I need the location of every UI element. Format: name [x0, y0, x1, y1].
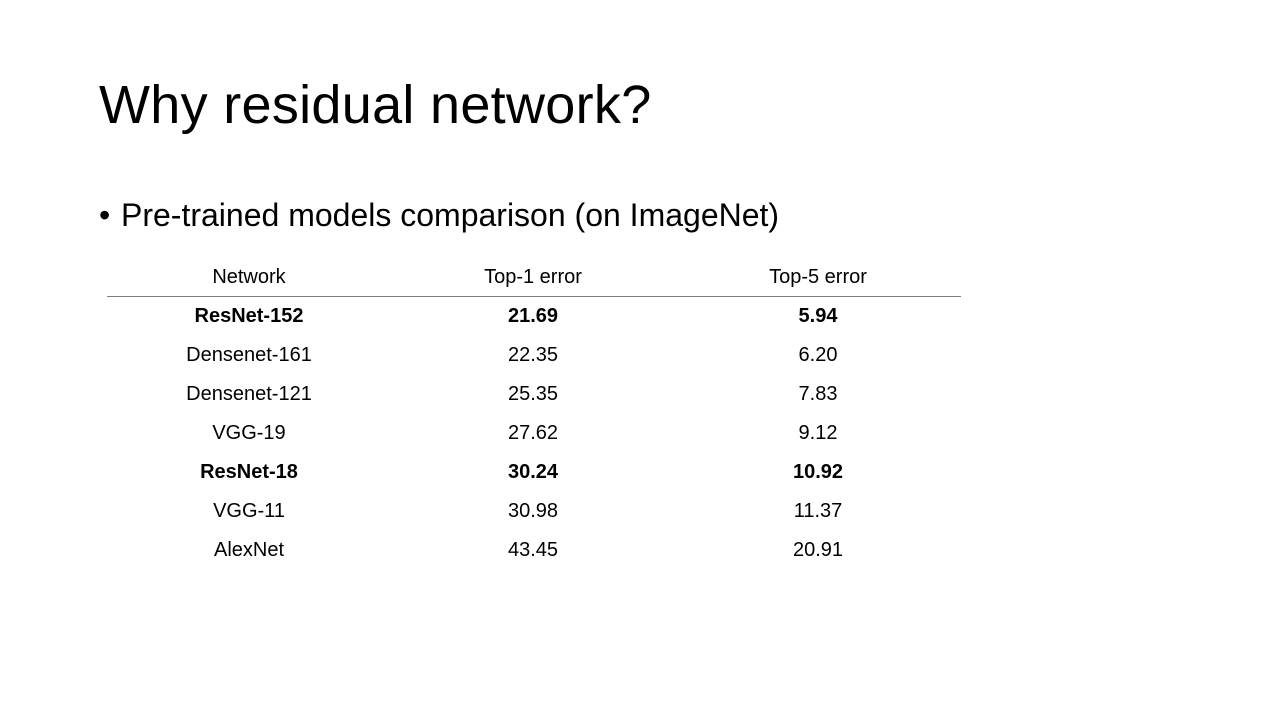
cell-network: VGG-11: [213, 500, 285, 522]
bullet-item: • Pre-trained models comparison (on Image…: [99, 194, 779, 236]
table-row: ResNet-152 21.69 5.94: [107, 297, 961, 337]
cell-network: AlexNet: [213, 539, 285, 561]
cell-top1: 21.69: [507, 305, 559, 327]
comparison-table: Network Top-1 error Top-5 error ResNet-1…: [107, 258, 961, 570]
table-row: VGG-19 27.62 9.12: [107, 414, 961, 453]
comparison-table-wrap: Network Top-1 error Top-5 error ResNet-1…: [107, 258, 961, 570]
cell-top1: 43.45: [507, 539, 559, 561]
slide-title: Why residual network?: [99, 75, 652, 135]
cell-top5: 7.83: [798, 383, 838, 405]
cell-top1: 30.98: [507, 500, 559, 522]
cell-top5: 5.94: [798, 305, 838, 327]
table-row: AlexNet 43.45 20.91: [107, 531, 961, 570]
header-top5-error: Top-5 error: [675, 258, 961, 297]
cell-top1: 25.35: [507, 383, 559, 405]
cell-network: ResNet-152: [194, 305, 304, 327]
cell-top1: 27.62: [507, 422, 559, 444]
cell-network: VGG-19: [212, 422, 286, 444]
table-row: ResNet-18 30.24 10.92: [107, 453, 961, 492]
bullet-text: Pre-trained models comparison (on ImageN…: [121, 197, 780, 233]
cell-network: ResNet-18: [200, 461, 298, 483]
header-network: Network: [107, 258, 391, 297]
table-header-row: Network Top-1 error Top-5 error: [107, 258, 961, 297]
cell-top5: 6.20: [798, 344, 838, 366]
cell-top5: 11.37: [793, 500, 843, 522]
bullet-icon: •: [99, 197, 111, 233]
table-row: VGG-11 30.98 11.37: [107, 492, 961, 531]
cell-top5: 9.12: [798, 422, 838, 444]
cell-top5: 10.92: [792, 461, 844, 483]
cell-network: Densenet-121: [186, 383, 312, 405]
cell-top1: 30.24: [507, 461, 559, 483]
table-row: Densenet-161 22.35 6.20: [107, 336, 961, 375]
header-top1-error: Top-1 error: [391, 258, 675, 297]
table-row: Densenet-121 25.35 7.83: [107, 375, 961, 414]
cell-top5: 20.91: [792, 539, 844, 561]
cell-top1: 22.35: [507, 344, 559, 366]
cell-network: Densenet-161: [186, 344, 312, 366]
